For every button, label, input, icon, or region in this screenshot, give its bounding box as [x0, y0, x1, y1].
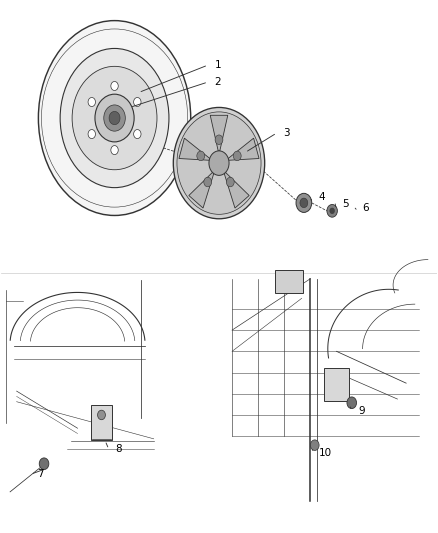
Text: 7: 7	[37, 470, 44, 479]
Circle shape	[111, 146, 118, 155]
Circle shape	[300, 198, 308, 208]
Text: 8: 8	[116, 445, 122, 455]
Circle shape	[327, 205, 337, 217]
Polygon shape	[210, 115, 228, 151]
Polygon shape	[189, 172, 214, 208]
Circle shape	[98, 410, 106, 419]
Circle shape	[109, 111, 120, 125]
Circle shape	[204, 177, 212, 187]
Ellipse shape	[39, 21, 191, 215]
Circle shape	[347, 397, 357, 409]
Circle shape	[296, 193, 312, 213]
Text: 3: 3	[283, 128, 290, 138]
Text: 9: 9	[358, 406, 365, 416]
Circle shape	[215, 135, 223, 144]
Circle shape	[173, 108, 265, 219]
FancyBboxPatch shape	[324, 368, 349, 401]
Circle shape	[330, 208, 335, 214]
Circle shape	[197, 151, 205, 160]
Circle shape	[311, 440, 319, 450]
Text: 4: 4	[318, 191, 325, 201]
FancyBboxPatch shape	[275, 270, 303, 293]
Circle shape	[233, 151, 241, 160]
Circle shape	[177, 112, 261, 214]
FancyBboxPatch shape	[91, 406, 113, 440]
Text: 5: 5	[342, 199, 348, 209]
Polygon shape	[228, 138, 259, 160]
Circle shape	[72, 66, 157, 169]
Text: 6: 6	[362, 203, 368, 213]
Circle shape	[209, 151, 229, 175]
Circle shape	[104, 105, 125, 131]
Polygon shape	[224, 172, 249, 208]
Circle shape	[95, 94, 134, 142]
Circle shape	[88, 98, 95, 107]
Circle shape	[88, 130, 95, 139]
Circle shape	[111, 82, 118, 91]
Polygon shape	[179, 138, 210, 160]
Ellipse shape	[60, 49, 169, 188]
Circle shape	[134, 130, 141, 139]
Circle shape	[39, 458, 49, 470]
Text: 10: 10	[319, 448, 332, 458]
Text: 1: 1	[215, 60, 221, 70]
Circle shape	[134, 98, 141, 107]
Text: 2: 2	[215, 77, 221, 87]
Circle shape	[226, 177, 234, 187]
